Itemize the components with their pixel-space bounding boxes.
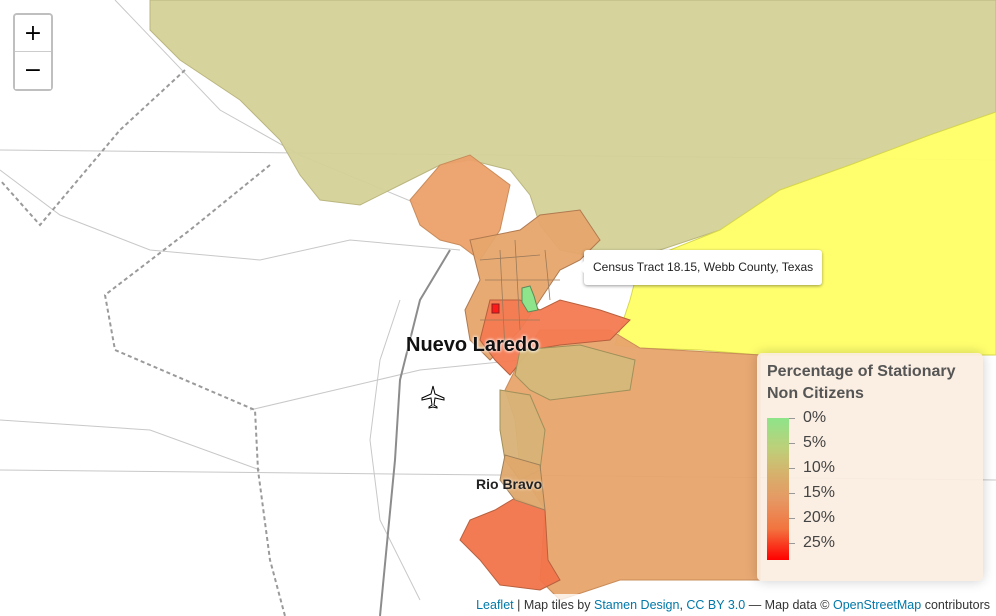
legend-tick xyxy=(789,543,795,544)
legend-label: 25% xyxy=(803,534,836,551)
zoom-control: + − xyxy=(13,13,53,91)
attribution-text: contributors xyxy=(921,598,990,612)
legend-label: 5% xyxy=(803,434,827,451)
legend-tick xyxy=(789,418,795,419)
legend-tick xyxy=(789,493,795,494)
region-tan[interactable] xyxy=(514,344,636,401)
region-tan-south[interactable] xyxy=(499,454,546,511)
zoom-in-button[interactable]: + xyxy=(15,15,51,52)
road-line xyxy=(249,359,521,411)
tract-green[interactable] xyxy=(521,285,539,313)
airplane-icon xyxy=(420,384,446,410)
legend-label: 20% xyxy=(803,509,836,526)
legend: Percentage of Stationary Non Citizens 0%… xyxy=(757,353,983,581)
legend-tick xyxy=(789,443,795,444)
osm-link[interactable]: OpenStreetMap xyxy=(832,598,922,612)
map-tooltip: Census Tract 18.15, Webb County, Texas xyxy=(577,250,823,285)
legend-color-bar xyxy=(767,418,789,560)
road-line xyxy=(379,249,451,616)
zoom-out-button[interactable]: − xyxy=(15,52,51,89)
attribution: Leaflet | Map tiles by Stamen Design, CC… xyxy=(470,594,996,616)
region-orange-northwest[interactable] xyxy=(409,154,511,261)
road-line xyxy=(369,299,421,601)
legend-tick xyxy=(789,518,795,519)
tract-red[interactable] xyxy=(491,303,500,314)
leaflet-link[interactable]: Leaflet xyxy=(476,598,514,612)
city-label-nuevo-laredo: Nuevo Laredo xyxy=(406,334,540,356)
region-red-south[interactable] xyxy=(459,497,561,591)
attribution-text: , xyxy=(679,598,687,612)
road-line xyxy=(0,169,461,261)
legend-label: 10% xyxy=(803,459,836,476)
legend-title: Percentage of Stationary Non Citizens xyxy=(767,363,956,402)
tract-border xyxy=(479,239,560,351)
stamen-link[interactable]: Stamen Design xyxy=(593,598,680,612)
border-line xyxy=(0,69,186,227)
road-line xyxy=(0,419,261,471)
legend-label: 0% xyxy=(803,409,827,426)
border-line xyxy=(103,164,286,616)
legend-label: 15% xyxy=(803,484,836,501)
attribution-text: — Map data © xyxy=(745,598,833,612)
attribution-text: | Map tiles by xyxy=(513,598,594,612)
region-red-center[interactable] xyxy=(479,299,631,376)
legend-tick xyxy=(789,468,795,469)
city-label-rio-bravo: Rio Bravo xyxy=(476,476,543,492)
license-link[interactable]: CC BY 3.0 xyxy=(686,598,746,612)
